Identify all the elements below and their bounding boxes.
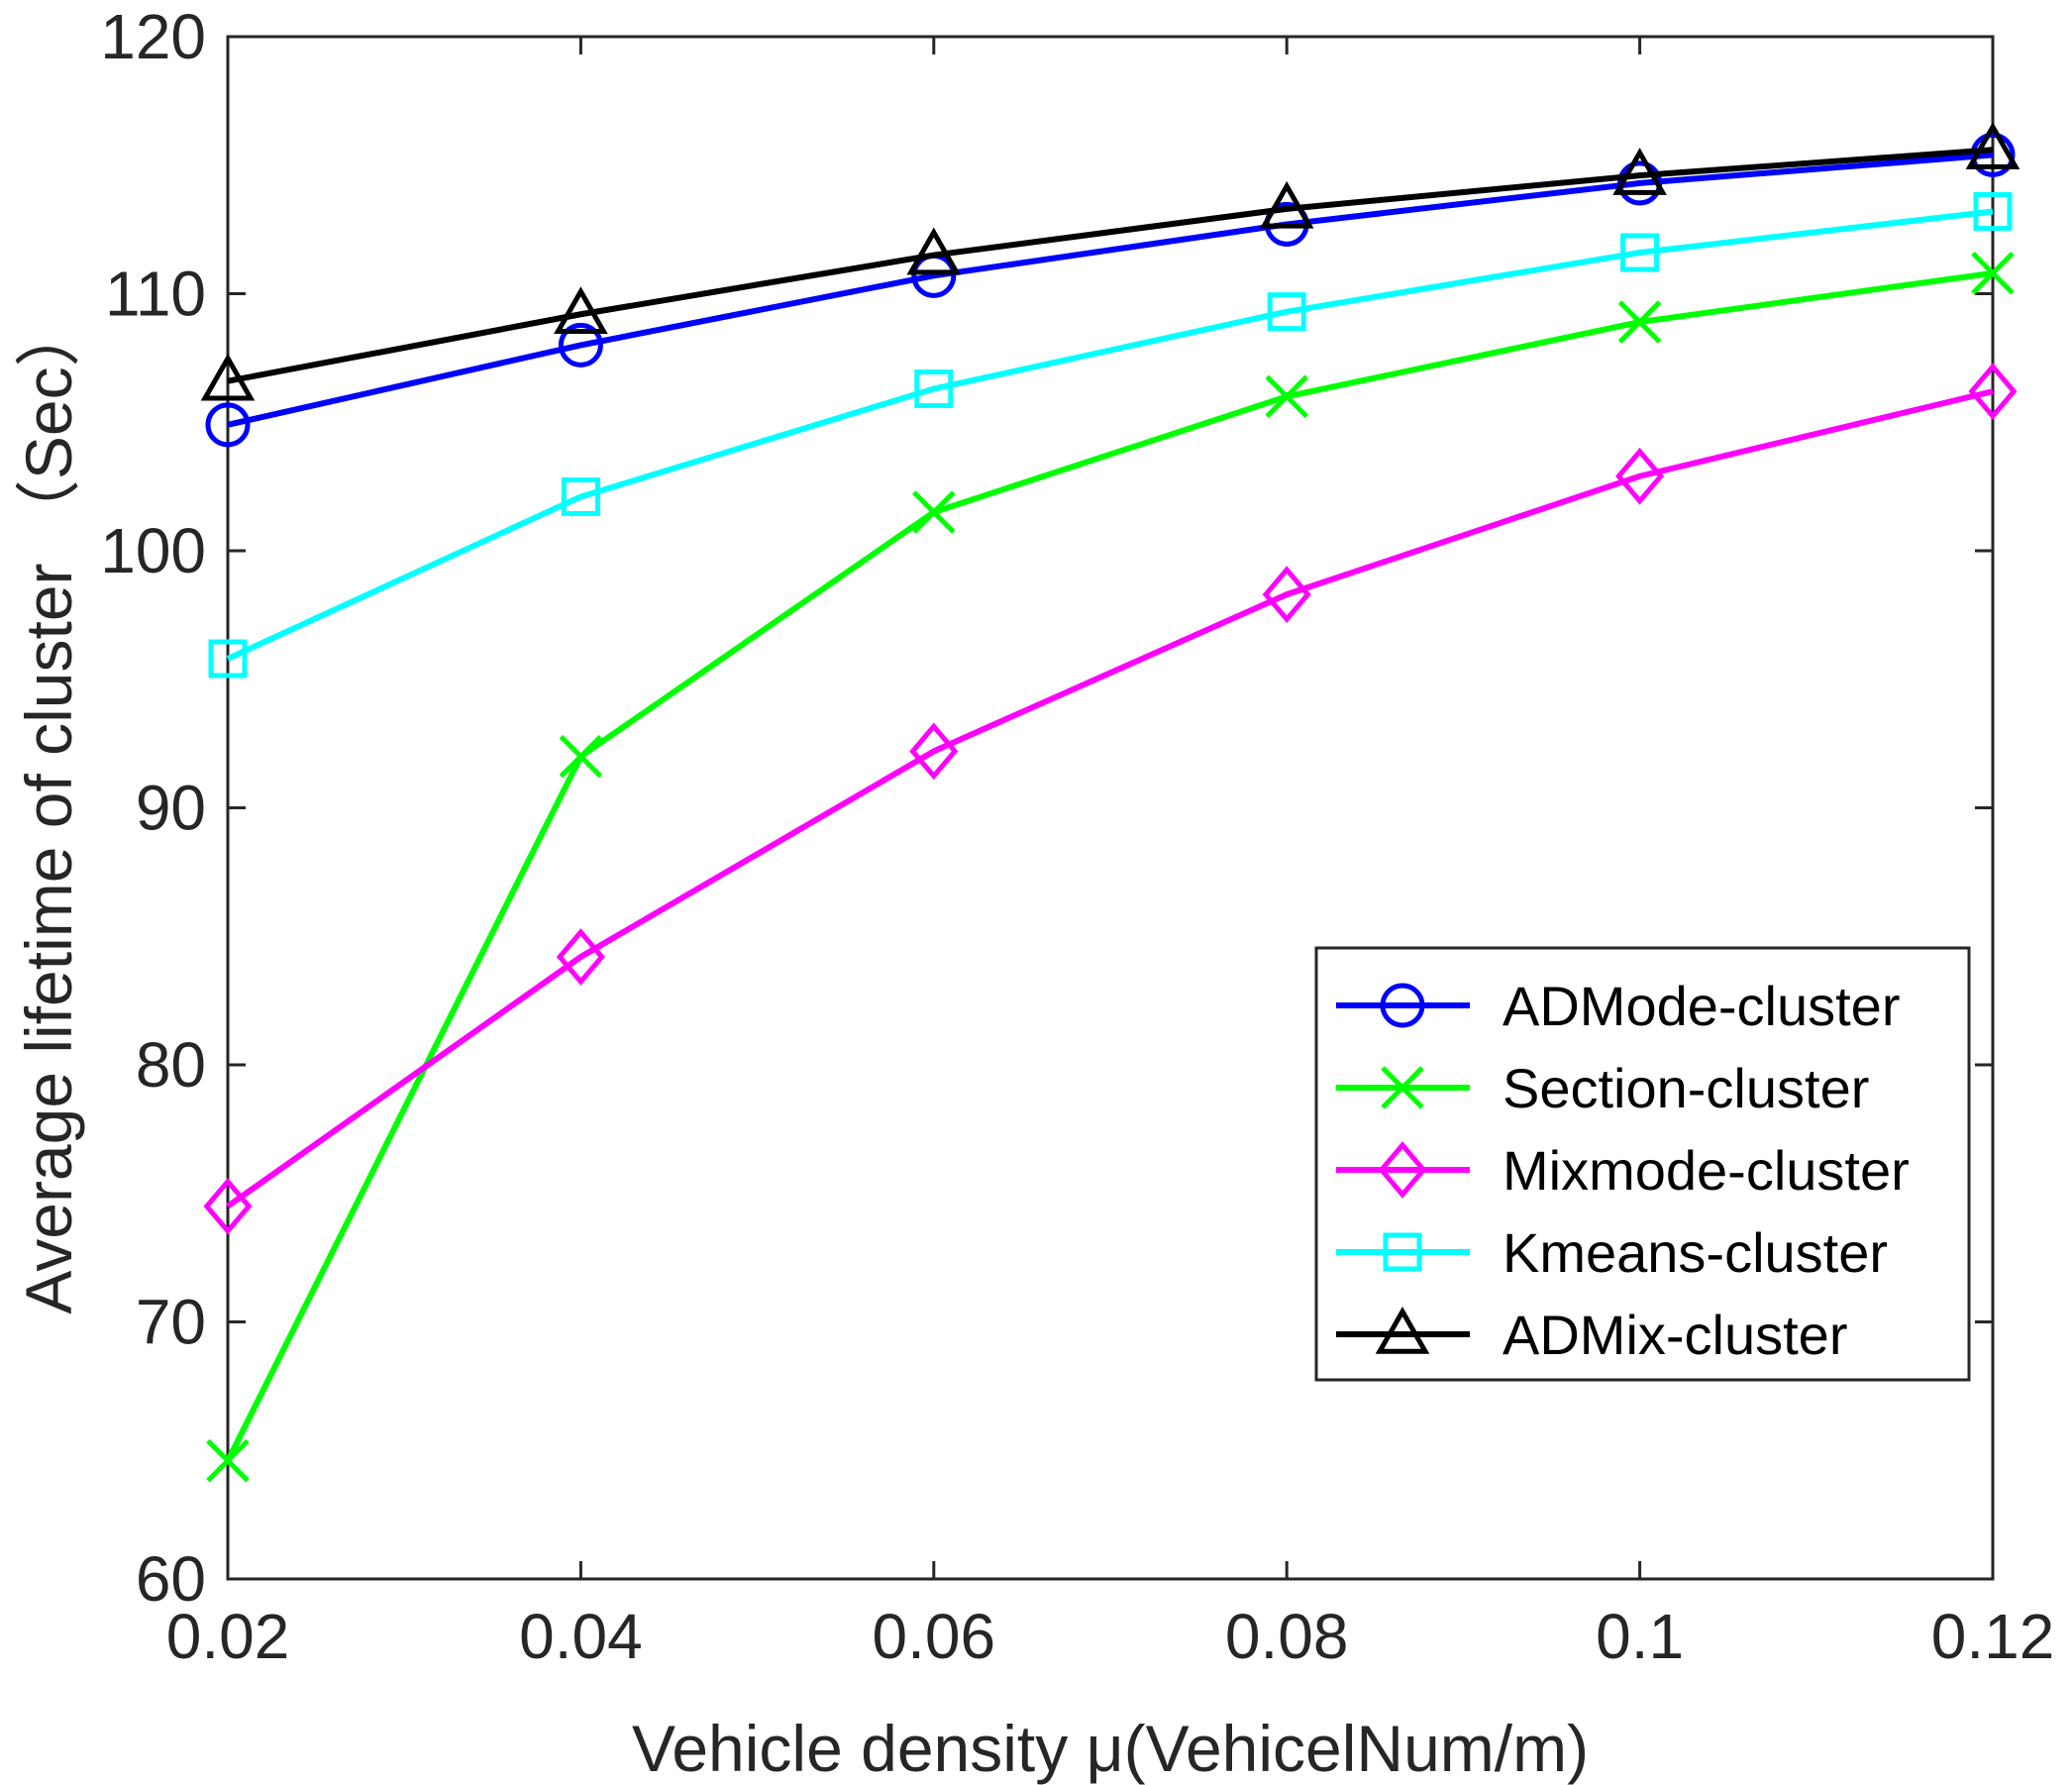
data-point-x xyxy=(559,734,603,779)
series-line xyxy=(227,147,1994,384)
data-point-diamond xyxy=(556,928,605,986)
y-tick-label: 60 xyxy=(136,1543,206,1615)
data-point-x xyxy=(1617,300,1662,344)
series-layer xyxy=(200,122,2020,1483)
data-point-square xyxy=(914,369,954,409)
legend-item: ADMix-cluster xyxy=(1336,1304,1847,1366)
data-point-diamond xyxy=(1615,447,1665,505)
y-tick-label: 110 xyxy=(105,259,206,330)
data-point-square xyxy=(1620,233,1660,272)
data-point-triangle xyxy=(554,286,608,335)
series-mixmode-cluster xyxy=(203,363,2018,1235)
data-point-circle xyxy=(1380,983,1425,1028)
data-point-triangle xyxy=(1965,122,2020,169)
x-tick-label: 0.02 xyxy=(166,1601,290,1672)
legend-label: ADMix-cluster xyxy=(1502,1304,1847,1366)
y-tick-label: 80 xyxy=(136,1029,206,1101)
legend: ADMode-cluster Section-cluster Mixmode-clu… xyxy=(1314,946,1971,1382)
data-point-square xyxy=(1973,191,2013,231)
legend-item: Section-cluster xyxy=(1336,1057,1869,1119)
y-tick-label: 70 xyxy=(136,1287,206,1358)
data-point-diamond xyxy=(203,1177,253,1235)
data-point-x xyxy=(1971,251,2015,295)
y-tick-label: 90 xyxy=(136,773,206,844)
plot-area: 0.02 0.04 0.06 0.08 0.1 0.12 60 70 80 90 100 110 120 xyxy=(100,1,2054,1672)
legend-label: Kmeans-cluster xyxy=(1502,1221,1888,1284)
data-point-x xyxy=(1381,1066,1424,1109)
data-point-triangle xyxy=(1375,1306,1430,1354)
series-kmeans-cluster xyxy=(208,191,2013,679)
series-section-cluster xyxy=(206,251,2015,1483)
y-tick-label: 120 xyxy=(100,1,206,72)
y-tick-label: 100 xyxy=(100,515,206,586)
data-point-x xyxy=(1265,374,1308,419)
x-tick-label: 0.04 xyxy=(519,1601,643,1672)
data-point-triangle xyxy=(200,353,256,401)
x-tick-label: 0.1 xyxy=(1596,1601,1684,1672)
legend-item: Kmeans-cluster xyxy=(1336,1221,1888,1284)
series-line xyxy=(227,152,1994,428)
data-point-square xyxy=(1267,292,1306,332)
data-point-circle xyxy=(1970,132,2016,177)
data-point-diamond xyxy=(1968,363,2018,420)
legend-label: Section-cluster xyxy=(1502,1057,1869,1119)
series-line xyxy=(225,269,1994,1462)
legend-label: ADMode-cluster xyxy=(1502,975,1900,1037)
series-line xyxy=(226,388,1994,1209)
x-axis-label: Vehicle density μ(VehicelNum/m) xyxy=(632,1712,1589,1785)
data-point-square xyxy=(1383,1232,1422,1272)
series-admix-cluster xyxy=(200,122,2020,401)
data-point-circle xyxy=(558,322,603,368)
data-point-diamond xyxy=(909,722,959,781)
data-point-triangle xyxy=(906,227,962,275)
data-point-triangle xyxy=(1612,148,1667,195)
data-point-square xyxy=(208,639,248,679)
data-point-square xyxy=(561,477,600,517)
data-point-diamond xyxy=(1378,1141,1427,1199)
data-point-x xyxy=(206,1438,250,1483)
data-point-triangle xyxy=(1259,180,1314,229)
legend-box xyxy=(1314,946,1971,1382)
data-point-diamond xyxy=(1262,566,1311,623)
data-point-circle xyxy=(205,402,251,448)
legend-label: Mixmode-cluster xyxy=(1502,1139,1910,1202)
legend-item: Mixmode-cluster xyxy=(1336,1139,1910,1202)
x-tick-label: 0.06 xyxy=(873,1601,996,1672)
series-line xyxy=(226,208,1994,662)
x-tick-label: 0.12 xyxy=(1931,1601,2055,1672)
x-tick-label: 0.08 xyxy=(1225,1601,1349,1672)
y-axis-label: Average lifetime of cluster （Sec） xyxy=(12,301,85,1313)
legend-item: ADMode-cluster xyxy=(1336,975,1900,1037)
data-point-x xyxy=(912,490,956,534)
